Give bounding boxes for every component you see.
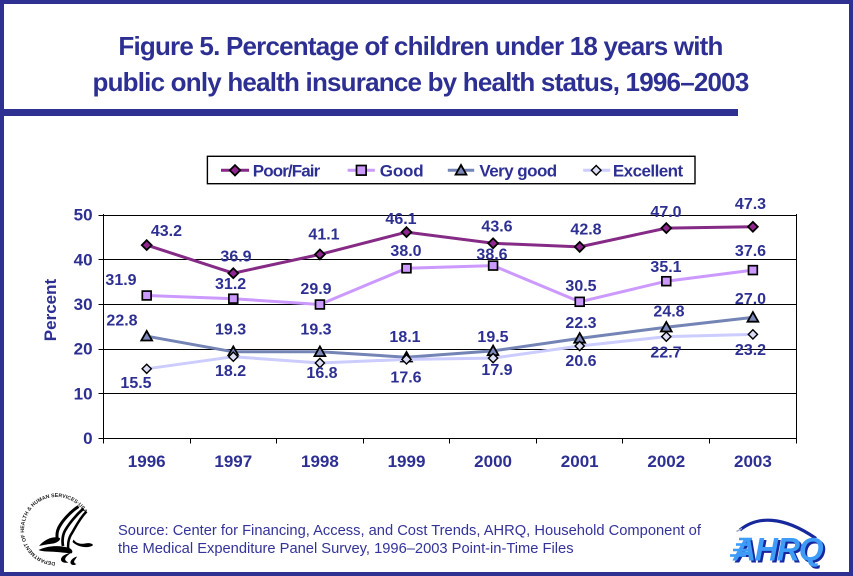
svg-text:1998: 1998 [301,452,339,471]
svg-text:Very good: Very good [479,161,556,180]
svg-text:22.3: 22.3 [565,315,596,332]
svg-text:29.9: 29.9 [300,281,331,298]
svg-text:17.6: 17.6 [390,370,421,387]
svg-text:42.8: 42.8 [570,222,601,239]
svg-text:38.0: 38.0 [390,243,421,260]
svg-text:31.2: 31.2 [215,276,246,293]
svg-text:22.7: 22.7 [650,345,681,362]
svg-text:27.0: 27.0 [735,291,766,308]
svg-text:30.5: 30.5 [565,278,596,295]
svg-text:1997: 1997 [214,452,252,471]
svg-text:18.1: 18.1 [389,329,420,346]
svg-text:47.3: 47.3 [735,196,766,213]
svg-text:35.1: 35.1 [650,259,681,276]
svg-text:19.5: 19.5 [477,329,508,346]
svg-text:43.6: 43.6 [481,218,512,235]
svg-text:24.8: 24.8 [653,304,684,321]
svg-text:20: 20 [74,340,93,359]
svg-text:18.2: 18.2 [215,363,246,380]
svg-text:31.9: 31.9 [105,272,136,289]
svg-text:15.5: 15.5 [120,375,151,392]
svg-text:37.6: 37.6 [735,243,766,260]
svg-text:20.6: 20.6 [565,353,596,370]
svg-text:Good: Good [380,161,424,180]
svg-text:40: 40 [74,250,93,269]
svg-text:2000: 2000 [474,452,512,471]
svg-text:16.8: 16.8 [306,365,337,382]
svg-text:Excellent: Excellent [613,161,684,180]
svg-text:1999: 1999 [388,452,426,471]
svg-text:19.3: 19.3 [215,322,246,339]
svg-text:0: 0 [83,429,92,448]
svg-text:19.3: 19.3 [300,322,331,339]
svg-text:38.6: 38.6 [476,247,507,264]
svg-text:50: 50 [74,206,93,225]
svg-text:Percent: Percent [41,278,60,341]
svg-text:17.9: 17.9 [481,362,512,379]
svg-text:47.0: 47.0 [650,204,681,221]
svg-text:1996: 1996 [128,452,166,471]
svg-text:30: 30 [74,295,93,314]
svg-text:46.1: 46.1 [385,211,416,228]
svg-text:43.2: 43.2 [151,223,182,240]
svg-text:36.9: 36.9 [220,249,251,266]
svg-text:2001: 2001 [561,452,599,471]
svg-text:10: 10 [74,384,93,403]
svg-text:2002: 2002 [647,452,685,471]
svg-text:22.8: 22.8 [106,312,137,329]
svg-text:Poor/Fair: Poor/Fair [253,161,321,180]
svg-text:DEPARTMENT OF HEALTH & HUMAN S: DEPARTMENT OF HEALTH & HUMAN SERVICES·US… [20,493,88,566]
svg-text:2003: 2003 [734,452,772,471]
svg-text:41.1: 41.1 [308,227,339,244]
svg-text:23.2: 23.2 [735,342,766,359]
